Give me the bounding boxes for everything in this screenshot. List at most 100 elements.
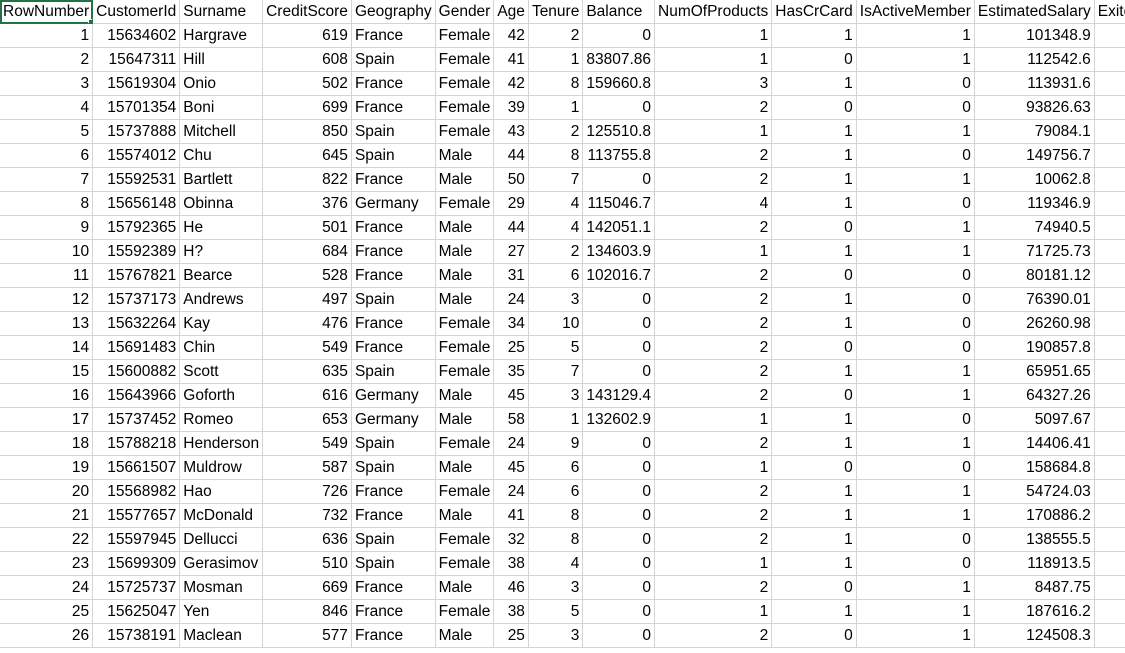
cell-isactivemember[interactable]: 1 [856, 23, 975, 48]
cell-isactivemember[interactable]: 1 [856, 431, 975, 456]
cell-hascrcard[interactable]: 0 [771, 215, 857, 240]
cell-gender[interactable]: Female [435, 359, 495, 384]
cell-customerid[interactable]: 15737173 [92, 287, 181, 312]
cell-rownumber[interactable]: 12 [0, 287, 94, 312]
cell-age[interactable]: 29 [493, 191, 529, 216]
cell-exited[interactable]: 0 [1094, 95, 1125, 120]
cell-tenure[interactable]: 3 [528, 575, 584, 600]
cell-numofproducts[interactable]: 2 [654, 575, 773, 600]
cell-numofproducts[interactable]: 2 [654, 359, 773, 384]
cell-isactivemember[interactable]: 0 [856, 551, 975, 576]
cell-exited[interactable]: 0 [1094, 383, 1125, 408]
cell-geography[interactable]: Germany [351, 383, 436, 408]
cell-hascrcard[interactable]: 0 [771, 47, 857, 72]
cell-isactivemember[interactable]: 1 [856, 383, 975, 408]
cell-surname[interactable]: Obinna [179, 191, 264, 216]
cell-gender[interactable]: Female [435, 71, 495, 96]
cell-geography[interactable]: Spain [351, 287, 436, 312]
cell-customerid[interactable]: 15597945 [92, 527, 181, 552]
header-cell-estimatedsalary[interactable]: EstimatedSalary [974, 0, 1095, 24]
cell-balance[interactable]: 0 [582, 359, 655, 384]
cell-surname[interactable]: Goforth [179, 383, 264, 408]
cell-customerid[interactable]: 15643966 [92, 383, 181, 408]
cell-customerid[interactable]: 15699309 [92, 551, 181, 576]
cell-geography[interactable]: Spain [351, 431, 436, 456]
cell-numofproducts[interactable]: 2 [654, 623, 773, 648]
cell-hascrcard[interactable]: 0 [771, 455, 857, 480]
cell-numofproducts[interactable]: 1 [654, 239, 773, 264]
cell-numofproducts[interactable]: 3 [654, 71, 773, 96]
cell-tenure[interactable]: 7 [528, 167, 584, 192]
cell-numofproducts[interactable]: 1 [654, 455, 773, 480]
cell-creditscore[interactable]: 653 [262, 407, 352, 432]
cell-gender[interactable]: Female [435, 431, 495, 456]
cell-hascrcard[interactable]: 1 [771, 71, 857, 96]
cell-geography[interactable]: France [351, 503, 436, 528]
cell-isactivemember[interactable]: 1 [856, 47, 975, 72]
cell-estimatedsalary[interactable]: 74940.5 [974, 215, 1095, 240]
cell-hascrcard[interactable]: 1 [771, 119, 857, 144]
cell-customerid[interactable]: 15592389 [92, 239, 181, 264]
cell-gender[interactable]: Female [435, 527, 495, 552]
cell-isactivemember[interactable]: 0 [856, 311, 975, 336]
cell-geography[interactable]: France [351, 335, 436, 360]
cell-creditscore[interactable]: 699 [262, 95, 352, 120]
cell-geography[interactable]: Spain [351, 119, 436, 144]
cell-gender[interactable]: Female [435, 551, 495, 576]
cell-tenure[interactable]: 3 [528, 287, 584, 312]
cell-gender[interactable]: Female [435, 47, 495, 72]
cell-customerid[interactable]: 15619304 [92, 71, 181, 96]
cell-surname[interactable]: He [179, 215, 264, 240]
cell-gender[interactable]: Male [435, 407, 495, 432]
cell-balance[interactable]: 0 [582, 167, 655, 192]
cell-geography[interactable]: Spain [351, 47, 436, 72]
cell-gender[interactable]: Male [435, 215, 495, 240]
cell-age[interactable]: 32 [493, 527, 529, 552]
cell-gender[interactable]: Male [435, 167, 495, 192]
cell-age[interactable]: 24 [493, 479, 529, 504]
cell-age[interactable]: 41 [493, 47, 529, 72]
cell-exited[interactable]: 0 [1094, 119, 1125, 144]
cell-isactivemember[interactable]: 0 [856, 407, 975, 432]
header-cell-geography[interactable]: Geography [351, 0, 436, 24]
cell-surname[interactable]: Romeo [179, 407, 264, 432]
cell-hascrcard[interactable]: 0 [771, 263, 857, 288]
cell-numofproducts[interactable]: 1 [654, 551, 773, 576]
cell-hascrcard[interactable]: 1 [771, 503, 857, 528]
cell-creditscore[interactable]: 528 [262, 263, 352, 288]
cell-tenure[interactable]: 4 [528, 551, 584, 576]
cell-gender[interactable]: Male [435, 383, 495, 408]
cell-exited[interactable]: 1 [1094, 143, 1125, 168]
cell-rownumber[interactable]: 21 [0, 503, 94, 528]
cell-estimatedsalary[interactable]: 119346.9 [974, 191, 1095, 216]
cell-creditscore[interactable]: 501 [262, 215, 352, 240]
cell-rownumber[interactable]: 6 [0, 143, 94, 168]
cell-age[interactable]: 24 [493, 287, 529, 312]
cell-exited[interactable]: 0 [1094, 527, 1125, 552]
cell-surname[interactable]: Maclean [179, 623, 264, 648]
cell-tenure[interactable]: 7 [528, 359, 584, 384]
cell-balance[interactable]: 0 [582, 479, 655, 504]
cell-exited[interactable]: 0 [1094, 455, 1125, 480]
cell-gender[interactable]: Male [435, 263, 495, 288]
cell-rownumber[interactable]: 20 [0, 479, 94, 504]
cell-exited[interactable]: 0 [1094, 503, 1125, 528]
cell-age[interactable]: 24 [493, 431, 529, 456]
cell-balance[interactable]: 102016.7 [582, 263, 655, 288]
cell-tenure[interactable]: 6 [528, 263, 584, 288]
cell-hascrcard[interactable]: 0 [771, 623, 857, 648]
cell-hascrcard[interactable]: 1 [771, 167, 857, 192]
header-cell-rownumber[interactable]: RowNumber [0, 0, 94, 24]
cell-estimatedsalary[interactable]: 5097.67 [974, 407, 1095, 432]
cell-customerid[interactable]: 15738191 [92, 623, 181, 648]
cell-exited[interactable]: 0 [1094, 479, 1125, 504]
cell-numofproducts[interactable]: 1 [654, 23, 773, 48]
cell-geography[interactable]: France [351, 575, 436, 600]
cell-estimatedsalary[interactable]: 76390.01 [974, 287, 1095, 312]
cell-numofproducts[interactable]: 2 [654, 503, 773, 528]
cell-customerid[interactable]: 15767821 [92, 263, 181, 288]
cell-estimatedsalary[interactable]: 54724.03 [974, 479, 1095, 504]
cell-hascrcard[interactable]: 1 [771, 311, 857, 336]
cell-exited[interactable]: 1 [1094, 551, 1125, 576]
header-cell-balance[interactable]: Balance [582, 0, 655, 24]
